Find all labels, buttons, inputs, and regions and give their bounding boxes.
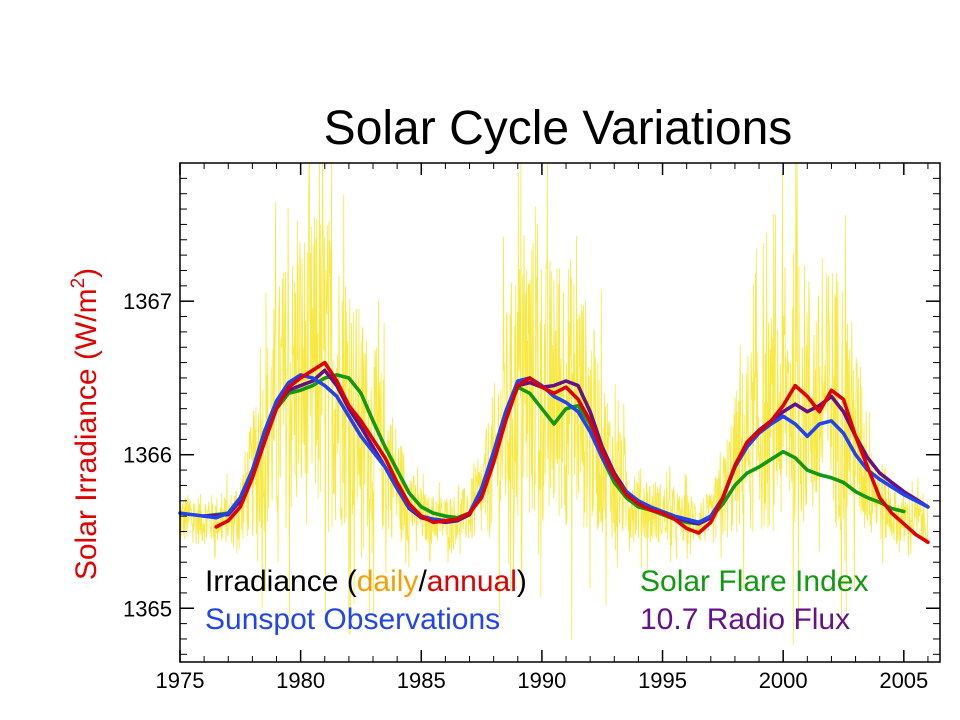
daily-irradiance-series bbox=[179, 162, 929, 645]
legend-irradiance-annual: annual bbox=[427, 565, 517, 598]
radio-series-line bbox=[202, 368, 930, 526]
sunspot-series-line bbox=[178, 373, 930, 525]
legend-irradiance: Irradiance (daily/annual) bbox=[205, 565, 527, 598]
y-tick-label: 1366 bbox=[123, 443, 172, 468]
y-tick-label: 1365 bbox=[123, 596, 172, 621]
x-tick-label: 1990 bbox=[517, 668, 566, 693]
axes: 1975 1980 1985 1990 1995 2000 2005 1365 1366 1367 bbox=[123, 162, 940, 693]
x-tick-label: 1995 bbox=[638, 668, 687, 693]
x-tick-label: 1975 bbox=[156, 668, 205, 693]
x-tick-label: 1985 bbox=[397, 668, 446, 693]
legend-irradiance-daily: daily bbox=[357, 565, 419, 598]
plot-frame bbox=[179, 162, 941, 663]
x-tick-label: 1980 bbox=[276, 668, 325, 693]
y-axis-label-sup: 2 bbox=[68, 278, 89, 289]
x-tick-label: 2000 bbox=[759, 668, 808, 693]
annual-series-line bbox=[214, 360, 930, 545]
y-tick-label: 1367 bbox=[123, 289, 172, 314]
annual-series-lines bbox=[178, 360, 930, 545]
x-tick-label: 2005 bbox=[879, 668, 928, 693]
y-axis-label-prefix: Solar Irradiance (W/m bbox=[70, 288, 103, 580]
y-axis-label-suffix: ) bbox=[70, 268, 103, 278]
legend-radio: 10.7 Radio Flux bbox=[640, 603, 850, 636]
legend-flare: Solar Flare Index bbox=[640, 565, 868, 598]
legend-sunspot: Sunspot Observations bbox=[205, 603, 500, 636]
legend-irradiance-prefix: Irradiance ( bbox=[205, 565, 357, 598]
legend-irradiance-slash: / bbox=[418, 565, 427, 598]
legend-irradiance-suffix: ) bbox=[517, 565, 527, 598]
chart-title: Solar Cycle Variations bbox=[324, 102, 793, 155]
daily-irradiance-line bbox=[179, 162, 929, 645]
y-axis-label: Solar Irradiance (W/m2) bbox=[68, 268, 103, 580]
legend: Irradiance (daily/annual) Sunspot Observ… bbox=[205, 565, 868, 636]
